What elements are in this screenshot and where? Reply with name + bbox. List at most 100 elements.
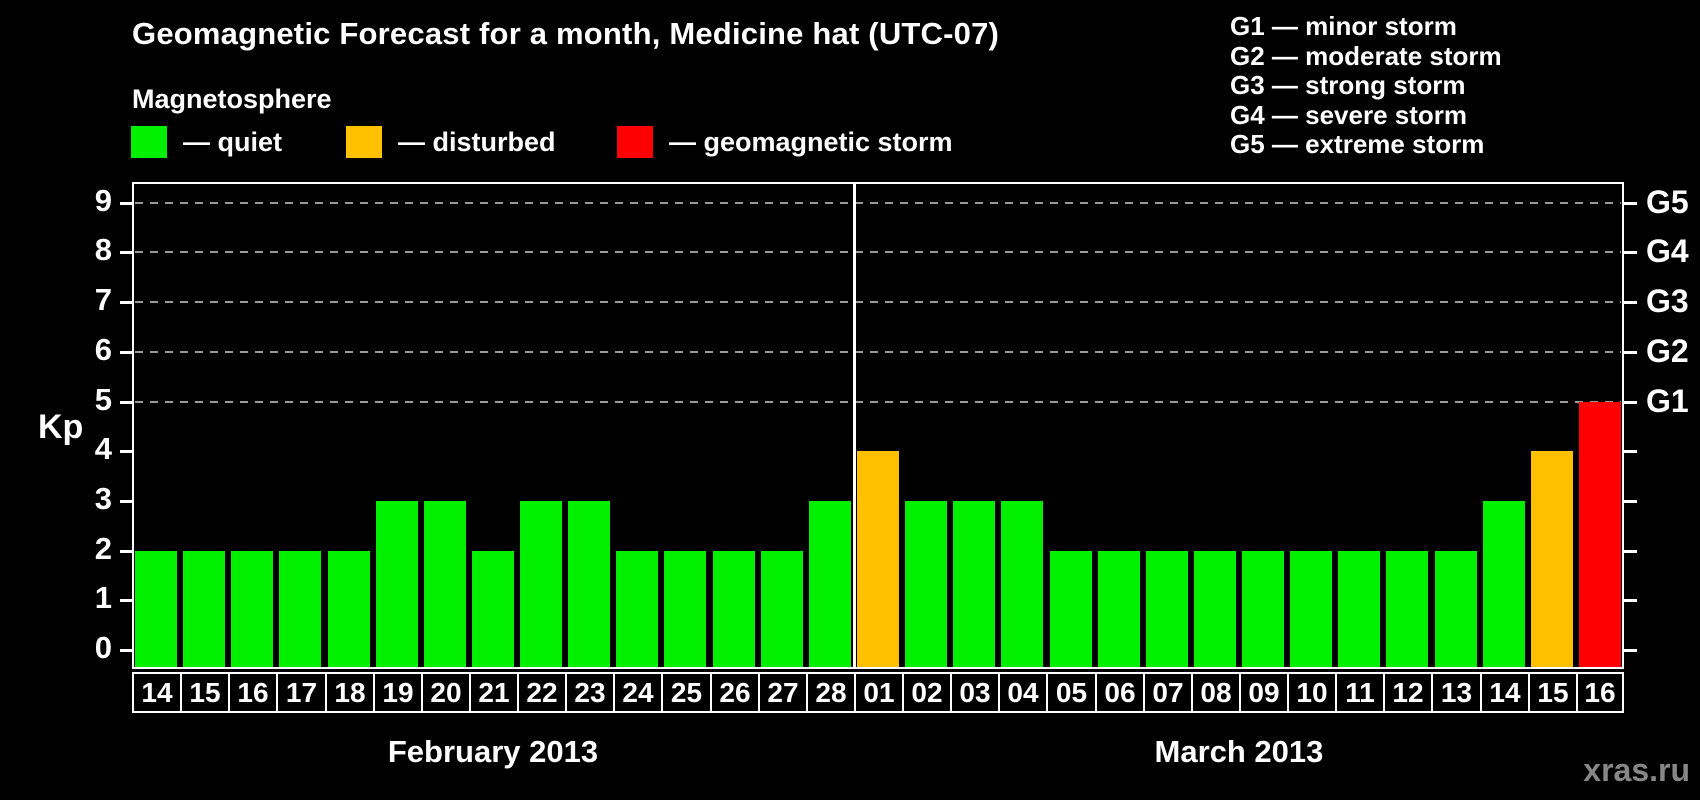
y-tick-right-4 (1624, 450, 1637, 454)
day-label-february-24: 24 (613, 672, 663, 713)
right-axis-label-g3: G3 (1646, 283, 1689, 320)
kp-bar-march-08 (1193, 550, 1236, 667)
day-label-february-19: 19 (373, 672, 423, 713)
day-label-february-20: 20 (421, 672, 471, 713)
kp-bar-february-15 (183, 550, 226, 667)
y-tick-right-6 (1624, 350, 1637, 354)
day-label-march-16: 16 (1576, 672, 1624, 713)
y-tick-label-4: 4 (94, 431, 112, 467)
day-label-february-23: 23 (565, 672, 615, 713)
legend-item-quiet: — quiet (131, 126, 282, 158)
magnetosphere-label: Magnetosphere (132, 84, 332, 114)
y-tick-label-8: 8 (94, 232, 112, 268)
plot-frame (132, 182, 1624, 669)
kp-bar-february-16 (231, 550, 274, 667)
kp-bar-february-23 (568, 500, 611, 667)
day-label-march-08: 08 (1191, 672, 1241, 713)
day-label-march-05: 05 (1046, 672, 1097, 713)
day-label-march-04: 04 (998, 672, 1048, 713)
kp-bar-march-12 (1386, 550, 1429, 667)
month-separator-line (852, 184, 856, 667)
day-label-february-27: 27 (758, 672, 808, 713)
watermark: xras.ru (1583, 752, 1690, 788)
legend-label-storm: — geomagnetic storm (669, 126, 953, 157)
kp-bar-february-21 (471, 550, 514, 667)
y-tick-right-8 (1624, 251, 1637, 255)
right-axis-label-g2: G2 (1646, 332, 1689, 369)
day-label-march-07: 07 (1143, 672, 1193, 713)
kp-bar-february-18 (327, 550, 370, 667)
kp-bar-march-11 (1338, 550, 1381, 667)
day-label-february-22: 22 (517, 672, 567, 713)
y-tick-left-7 (120, 301, 132, 305)
day-label-february-15: 15 (180, 672, 230, 713)
kp-bar-march-10 (1290, 550, 1333, 667)
kp-bar-march-07 (1145, 550, 1188, 667)
kp-bar-february-27 (760, 550, 803, 667)
day-label-march-12: 12 (1383, 672, 1433, 713)
day-label-march-11: 11 (1335, 672, 1385, 713)
legend-label-disturbed: — disturbed (398, 126, 556, 157)
day-label-march-09: 09 (1239, 672, 1289, 713)
gridline-kp-7 (135, 301, 1621, 304)
kp-bar-march-14 (1482, 500, 1525, 667)
day-label-march-02: 02 (902, 672, 952, 713)
kp-bar-march-03 (953, 500, 996, 667)
day-label-march-15: 15 (1528, 672, 1578, 713)
y-tick-label-2: 2 (94, 530, 112, 566)
y-tick-right-2 (1624, 549, 1637, 553)
month-label-february-2013: February 2013 (387, 734, 599, 769)
y-tick-left-1 (120, 599, 132, 603)
y-tick-label-0: 0 (94, 630, 112, 665)
kp-bar-march-04 (1001, 500, 1044, 667)
y-tick-left-5 (120, 400, 132, 404)
day-label-february-16: 16 (228, 672, 278, 713)
kp-bar-february-14 (135, 550, 178, 667)
storm-scale-item-g1: G1 — minor storm (1230, 11, 1457, 41)
storm-scale-item-g4: G4 — severe storm (1230, 99, 1468, 130)
magnetosphere-legend: — quiet — disturbed — geomagnetic storm (131, 126, 1031, 160)
y-tick-right-1 (1624, 599, 1637, 603)
legend-swatch-storm (617, 126, 653, 158)
y-tick-left-3 (120, 499, 132, 503)
y-tick-right-5 (1624, 400, 1637, 404)
storm-scale-item-g5: G5 — extreme storm (1230, 129, 1485, 159)
kp-bar-february-20 (423, 500, 466, 667)
day-label-february-14: 14 (132, 672, 182, 713)
y-tick-right-3 (1624, 499, 1637, 503)
y-axis-label: Kp (38, 408, 84, 446)
legend-label-quiet: — quiet (183, 126, 282, 157)
kp-bar-february-28 (808, 500, 851, 667)
kp-bar-march-01 (857, 451, 899, 667)
y-tick-left-2 (120, 549, 132, 553)
y-tick-left-8 (120, 251, 132, 255)
day-label-february-18: 18 (325, 672, 375, 713)
right-axis-label-g1: G1 (1646, 382, 1689, 419)
y-tick-left-9 (120, 201, 132, 205)
day-label-february-25: 25 (661, 672, 712, 713)
kp-bar-february-24 (616, 550, 659, 667)
kp-bar-february-17 (279, 550, 322, 667)
kp-bar-march-15 (1530, 451, 1573, 667)
day-label-march-13: 13 (1431, 672, 1482, 713)
y-tick-label-6: 6 (94, 331, 112, 367)
storm-scale-item-g3: G3 — strong storm (1230, 70, 1466, 100)
day-label-march-01: 01 (854, 672, 904, 713)
y-tick-right-9 (1624, 201, 1637, 205)
storm-scale-item-g2: G2 — moderate storm (1230, 40, 1502, 71)
day-label-february-21: 21 (469, 672, 519, 713)
kp-bar-march-02 (905, 500, 948, 667)
legend-item-disturbed: — disturbed (346, 126, 556, 158)
y-tick-left-0 (120, 649, 132, 652)
day-label-february-26: 26 (710, 672, 760, 713)
y-tick-left-4 (120, 450, 132, 454)
day-label-march-06: 06 (1095, 672, 1145, 713)
day-label-march-03: 03 (950, 672, 1000, 713)
kp-bar-february-25 (664, 550, 707, 667)
kp-bar-february-22 (520, 500, 563, 667)
legend-swatch-disturbed (346, 126, 382, 158)
y-tick-left-6 (120, 350, 132, 354)
day-label-february-17: 17 (276, 672, 327, 713)
y-tick-label-9: 9 (94, 182, 112, 218)
storm-scale-legend: G1 — minor storm G2 — moderate storm G3 — … (1230, 11, 1502, 160)
